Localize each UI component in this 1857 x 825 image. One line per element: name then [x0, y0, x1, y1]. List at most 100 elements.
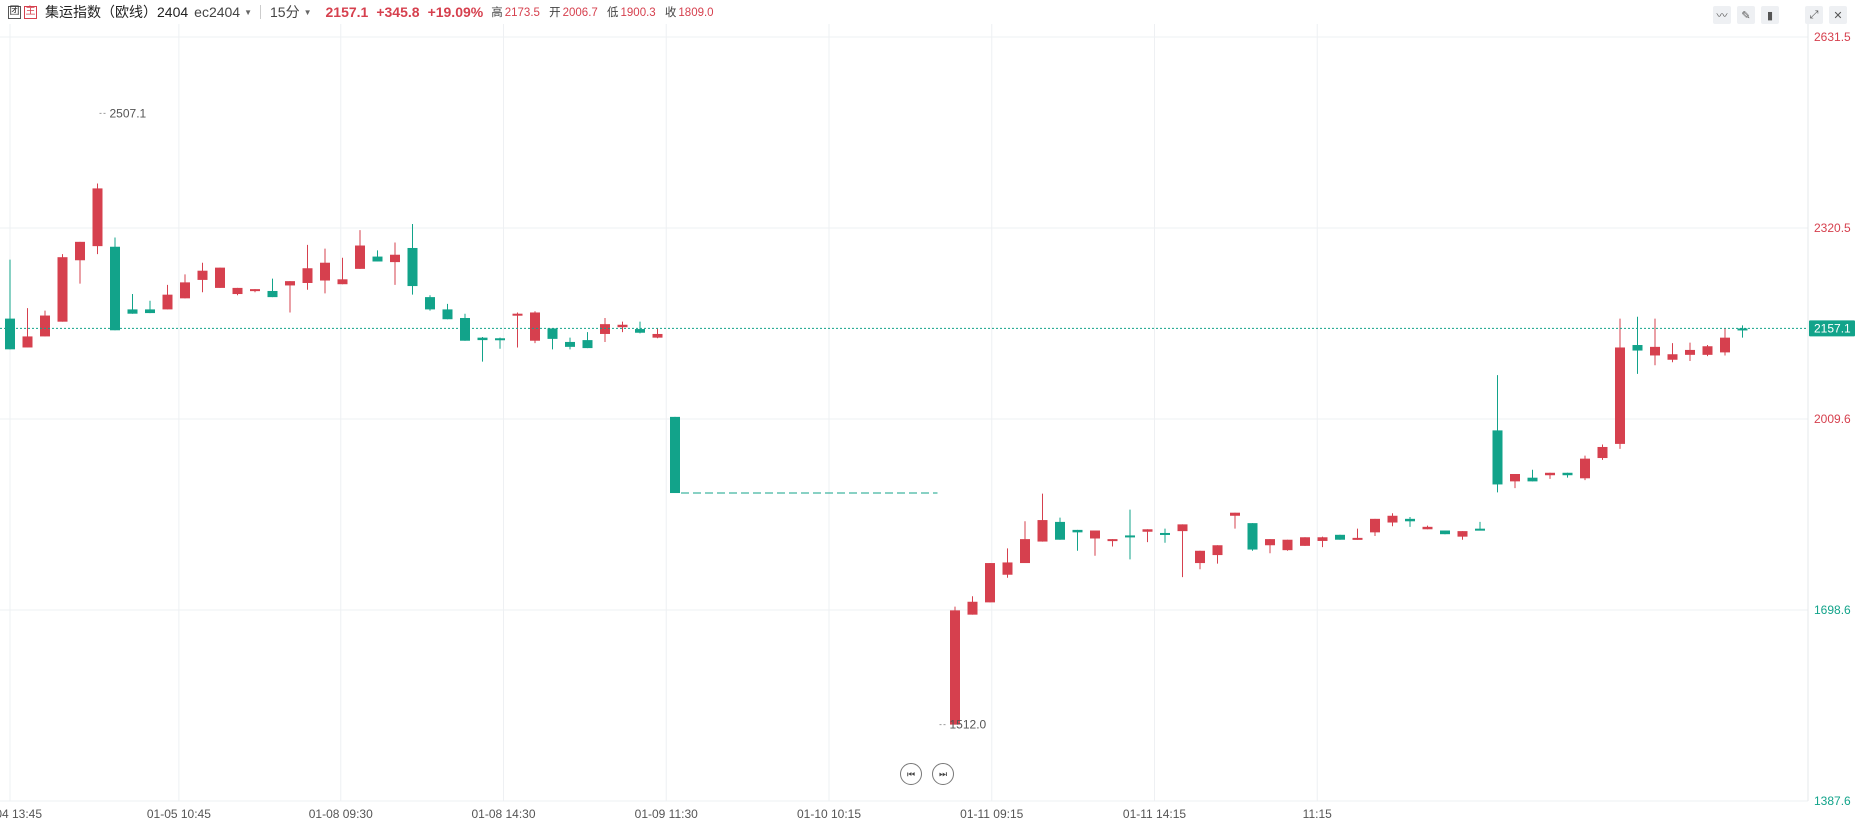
candle-body [1177, 524, 1188, 532]
candle-body [512, 313, 523, 316]
candle-body [635, 329, 645, 333]
extreme-label: 1512.0 [950, 718, 987, 732]
candle-body [267, 290, 278, 298]
y-tick-label: 1387.6 [1814, 794, 1851, 808]
candle-body [1457, 531, 1468, 537]
candle-body [75, 241, 85, 261]
candle-body [495, 338, 505, 341]
candle-body [285, 281, 295, 286]
y-tick-label: 1698.6 [1814, 603, 1851, 617]
candle-body [1492, 430, 1503, 485]
candle-body [372, 256, 383, 262]
close-icon[interactable]: ✕ [1829, 6, 1847, 24]
pencil-icon[interactable]: ✎ [1737, 6, 1755, 24]
candle-body [22, 336, 33, 348]
y-tick-label: 2320.5 [1814, 221, 1851, 235]
x-tick-label: 01-09 11:30 [635, 807, 698, 821]
high-label: 高 [491, 7, 503, 19]
divider [260, 5, 262, 19]
candle-body [302, 268, 313, 283]
high-value: 2173.5 [504, 7, 540, 19]
candle-body [1212, 545, 1223, 556]
candle-body [1580, 458, 1590, 479]
candle-body [1037, 520, 1048, 542]
main-contract-badge: 主 [24, 5, 37, 19]
candle-body [162, 294, 173, 310]
chart-overlay: 2157.1 2507.1 1512.0 [0, 106, 1855, 732]
candle-body [1615, 347, 1625, 444]
y-tick-label: 2631.5 [1814, 30, 1851, 44]
open-value: 2006.7 [562, 7, 598, 19]
low-label: 低 [607, 7, 619, 19]
candle-body [320, 262, 330, 281]
candle-body [1545, 472, 1555, 476]
x-tick-label: 01-08 09:30 [309, 807, 373, 821]
line-chart-icon[interactable]: 〰 [1713, 6, 1731, 24]
candle-body [250, 289, 260, 292]
candle-body [337, 279, 348, 285]
candle-body [145, 309, 155, 314]
candle-body [460, 317, 470, 341]
candle-body [1387, 515, 1398, 523]
low-value: 1900.3 [620, 7, 656, 19]
period-selector[interactable]: 15分 [270, 4, 300, 20]
candle-body [180, 282, 190, 299]
scroll-right-button[interactable]: ⏭ [932, 763, 954, 785]
last-price: 2157.1 [325, 4, 369, 20]
x-tick-label: 01-11 09:15 [960, 807, 1023, 821]
chevron-down-icon[interactable]: ▼ [244, 7, 253, 17]
candle-body [1282, 539, 1293, 551]
candle-body [1107, 539, 1118, 542]
scroll-left-button[interactable]: ⏮ [900, 763, 922, 785]
candle-body [1475, 528, 1485, 531]
candle-body [1702, 346, 1713, 355]
candle-body [1300, 537, 1310, 546]
candle-body [1510, 474, 1520, 482]
extreme-label: 2507.1 [110, 106, 147, 120]
candle-body [547, 328, 558, 339]
group-badge[interactable]: 团 [8, 5, 21, 19]
candle-body [407, 247, 418, 287]
candle-body [92, 188, 103, 247]
candle-body [1142, 529, 1153, 532]
candle-body [477, 337, 488, 341]
expand-icon[interactable]: ⤢ [1805, 6, 1823, 24]
chevron-down-icon[interactable]: ▼ [303, 7, 312, 17]
candlestick-chart[interactable]: 2157.1 2507.1 1512.0 2631.5 2320.5 2009.6 169… [0, 24, 1857, 825]
close-value: 1809.0 [678, 7, 714, 19]
candle-body [950, 610, 960, 725]
candle-body [1195, 550, 1205, 564]
candle-body [1265, 539, 1275, 546]
candle-body [1335, 534, 1345, 540]
close-label: 收 [664, 7, 677, 19]
price-change: +345.8 [376, 4, 420, 20]
candle-body [1405, 518, 1415, 522]
candlestick-icon[interactable]: ▮ [1761, 6, 1779, 24]
candle-body [57, 257, 68, 322]
x-tick-label: 01-08 14:30 [471, 807, 535, 821]
candle-body [1020, 539, 1030, 564]
candle-body [600, 324, 610, 334]
candle-body [1317, 537, 1328, 541]
candle-body [1370, 518, 1380, 533]
candle-body [1440, 530, 1450, 535]
candle-body [1597, 446, 1608, 459]
x-tick-label: 01-11 14:15 [1123, 807, 1186, 821]
candle-body [1720, 337, 1730, 353]
chart-tools: 〰 ✎ ▮ ⤢ ✕ [1713, 6, 1847, 24]
candle-body [1230, 512, 1240, 516]
candle-body [127, 309, 138, 314]
candle-body [442, 309, 453, 320]
x-tick-label: 01-10 10:15 [797, 807, 861, 821]
candle-body [1125, 535, 1135, 538]
candle-body [390, 254, 400, 263]
candle-body [232, 287, 243, 295]
symbol-code-selector[interactable]: ec2404 [194, 4, 241, 20]
ohlc-readout: 高 2173.5 开 2006.7 低 1900.3 收 1809.0 [491, 4, 719, 20]
candle-body [652, 333, 663, 338]
candle-body [617, 324, 628, 328]
candle-body [670, 416, 680, 494]
symbol-name: 集运指数（欧线）2404 [45, 4, 189, 20]
candle-body [1562, 472, 1573, 476]
candle-body [215, 267, 225, 288]
